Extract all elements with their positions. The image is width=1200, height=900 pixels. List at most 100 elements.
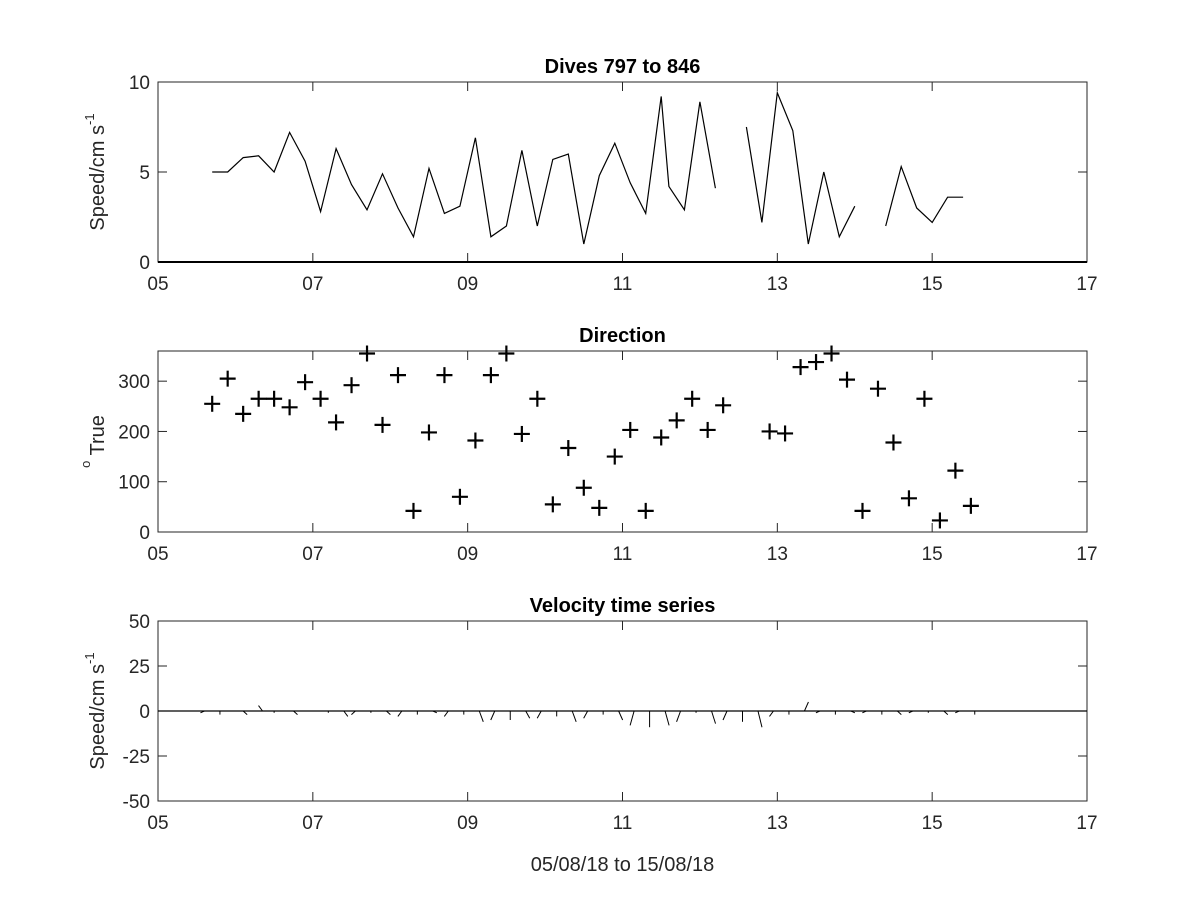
y-tick-label: -25 xyxy=(123,747,150,768)
direction-point xyxy=(219,370,236,387)
x-tick-label: 09 xyxy=(457,544,478,565)
direction-point xyxy=(359,345,376,362)
x-tick-label: 09 xyxy=(457,274,478,295)
direction-point xyxy=(374,416,391,433)
velocity-vector xyxy=(711,710,717,724)
x-tick-label: 11 xyxy=(613,544,633,565)
direction-point xyxy=(312,390,329,407)
velocity-vector xyxy=(571,710,577,722)
x-tick-label: 07 xyxy=(302,813,323,834)
direction-point xyxy=(761,423,778,440)
y-tick-label: 100 xyxy=(118,473,150,494)
subplot-3: 05 07 09 11 13 15 17 -50 -25 0 25 50 Velocity time s… xyxy=(82,595,1098,876)
x-tick-label: 09 xyxy=(457,813,478,834)
axes-box xyxy=(157,350,1088,533)
velocity-vector xyxy=(664,710,670,726)
direction-point xyxy=(808,354,825,371)
direction-point xyxy=(699,421,716,438)
y-axis-label: o True xyxy=(78,415,109,468)
direction-point xyxy=(931,512,948,529)
panel-title: Dives 797 to 846 xyxy=(545,56,701,78)
velocity-vector xyxy=(815,710,821,714)
direction-point xyxy=(591,499,608,516)
x-tick-label: 17 xyxy=(1076,274,1097,295)
direction-point xyxy=(250,390,267,407)
velocity-vector xyxy=(769,710,774,717)
x-tick-label: 05 xyxy=(147,274,168,295)
y-axis-label-text: Speed/cm s xyxy=(87,125,109,231)
velocity-vector xyxy=(293,710,298,715)
direction-point xyxy=(235,405,252,422)
velocity-vector xyxy=(343,710,349,717)
direction-point xyxy=(637,502,654,519)
direction-point xyxy=(962,497,979,514)
velocity-vector xyxy=(618,710,624,721)
y-axis-label-sup: o xyxy=(78,461,93,468)
y-tick-label: 50 xyxy=(129,612,150,633)
y-axis-label: Speed/cm s-1 xyxy=(82,652,109,769)
direction-point xyxy=(668,412,685,429)
subplot-2: 05 07 09 11 13 15 17 0 100 200 300 Direction o True xyxy=(78,325,1098,565)
velocity-vector xyxy=(258,705,263,712)
direction-point xyxy=(467,432,484,449)
direction-point xyxy=(560,440,577,457)
y-tick-label: 200 xyxy=(118,422,150,443)
y-tick-label: -50 xyxy=(123,792,150,813)
direction-point xyxy=(451,488,468,505)
direction-point xyxy=(684,390,701,407)
velocity-vector xyxy=(525,710,531,719)
velocity-vector xyxy=(583,710,589,719)
y-tick-label: 5 xyxy=(139,163,150,184)
direction-point xyxy=(715,397,732,414)
y-tick-label: 25 xyxy=(129,657,150,678)
direction-point xyxy=(266,390,283,407)
x-tick-label: 13 xyxy=(767,544,788,565)
direction-point xyxy=(947,462,964,479)
x-tick-label: 05 xyxy=(147,813,168,834)
y-axis-label: Speed/cm s-1 xyxy=(82,113,109,230)
direction-point xyxy=(916,390,933,407)
x-tick-label: 07 xyxy=(302,544,323,565)
velocity-vector xyxy=(432,710,438,714)
direction-point xyxy=(544,496,561,513)
direction-point xyxy=(420,424,437,441)
velocity-vector xyxy=(397,710,403,717)
velocity-vector xyxy=(676,710,682,722)
velocity-vector xyxy=(490,710,496,721)
x-tick-label: 11 xyxy=(613,274,633,295)
panel-title: Direction xyxy=(579,325,666,347)
direction-point xyxy=(823,345,840,362)
direction-point xyxy=(575,479,592,496)
y-tick-label: 10 xyxy=(129,73,150,94)
direction-point xyxy=(389,367,406,384)
y-axis-label-sup: -1 xyxy=(82,113,97,125)
axes-box xyxy=(157,81,1088,263)
velocity-vector xyxy=(629,710,635,726)
direction-point xyxy=(498,345,515,362)
velocity-vector xyxy=(722,710,728,721)
direction-point xyxy=(622,421,639,438)
direction-point xyxy=(529,390,546,407)
direction-point xyxy=(854,502,871,519)
direction-point xyxy=(405,502,422,519)
velocity-vector xyxy=(386,710,391,715)
panel-title: Velocity time series xyxy=(530,595,716,617)
velocity-vector xyxy=(242,710,248,715)
x-axis-label: 05/08/18 to 15/08/18 xyxy=(531,854,715,876)
direction-point xyxy=(900,490,917,507)
direction-point xyxy=(328,414,345,431)
y-tick-label: 300 xyxy=(118,372,150,393)
x-tick-label: 17 xyxy=(1076,544,1097,565)
x-tick-label: 13 xyxy=(767,274,788,295)
speed-line-segment xyxy=(745,90,856,245)
velocity-vector xyxy=(908,710,914,714)
velocity-vector xyxy=(850,710,856,714)
x-tick-label: 15 xyxy=(922,544,943,565)
y-axis-label-text: Speed/cm s xyxy=(87,664,109,770)
x-tick-label: 13 xyxy=(767,813,788,834)
direction-point xyxy=(839,371,856,388)
direction-point xyxy=(885,434,902,451)
x-tick-label: 15 xyxy=(922,274,943,295)
direction-point xyxy=(436,367,453,384)
